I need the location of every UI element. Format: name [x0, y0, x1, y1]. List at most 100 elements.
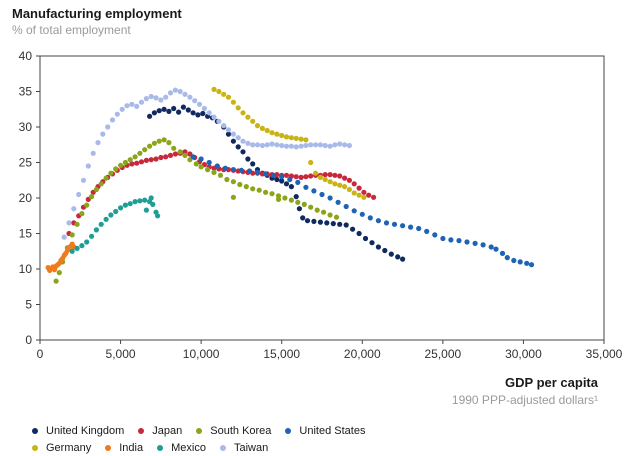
japan-point [182, 149, 188, 155]
japan-point [138, 159, 145, 165]
south-korea-point [56, 270, 62, 276]
japan-point [158, 154, 164, 161]
south-korea-point [237, 181, 243, 188]
south-korea-point [53, 278, 59, 284]
mexico-point [150, 201, 156, 207]
south-korea-point [89, 194, 95, 200]
germany-point [303, 137, 309, 143]
united-kingdom-point [240, 149, 246, 155]
taiwan-point [124, 103, 130, 109]
x-tick-label: 5,000 [106, 347, 136, 361]
united-states-point [480, 242, 486, 248]
y-tick-label: 35 [19, 85, 33, 99]
united-kingdom-point [382, 247, 388, 254]
legend-item: United States [285, 425, 365, 437]
united-kingdom-point [317, 219, 323, 225]
south-korea-point [301, 201, 307, 207]
south-korea-point [103, 175, 109, 181]
united-states-point [343, 203, 349, 210]
united-states-point [493, 246, 499, 252]
united-kingdom-point [250, 161, 256, 167]
mexico-point [93, 227, 99, 233]
south-korea-point [74, 221, 80, 227]
mexico-point [148, 195, 154, 201]
taiwan-point [269, 141, 275, 147]
taiwan-point [66, 220, 72, 226]
taiwan-point [119, 106, 125, 112]
united-kingdom-point [245, 156, 251, 162]
germany-point [361, 194, 367, 200]
united-kingdom-point [195, 112, 201, 118]
taiwan-point [216, 118, 222, 124]
south-korea-point [156, 138, 162, 144]
x-tick-label: 15,000 [263, 347, 300, 361]
united-states-point [448, 237, 454, 243]
germany-point [245, 114, 251, 120]
japan-point [143, 157, 149, 163]
united-states-point [327, 195, 333, 201]
united-states-point [511, 257, 517, 264]
south-korea-point [211, 169, 217, 175]
japan-point [303, 174, 309, 180]
legend: United Kingdom Japan South Korea United … [32, 422, 379, 456]
united-states-point [383, 220, 390, 226]
taiwan-point [230, 131, 236, 137]
mexico-point [155, 213, 161, 219]
japan-point [351, 181, 357, 187]
taiwan-point [134, 103, 140, 109]
japan-point [283, 172, 290, 178]
united-states-point [335, 199, 341, 205]
x-axis-unit: 1990 PPP-adjusted dollars¹ [451, 393, 598, 407]
mexico-point [79, 243, 85, 249]
taiwan-point [177, 88, 183, 95]
mexico-point [74, 245, 80, 251]
taiwan-point [250, 142, 256, 148]
south-korea-point [314, 207, 320, 213]
y-tick-label: 25 [19, 156, 33, 170]
south-korea-point [224, 176, 230, 183]
legend-item: India [105, 442, 143, 454]
united-kingdom-point [166, 108, 172, 114]
japan-point [167, 152, 174, 158]
united-states-point [206, 159, 212, 166]
taiwan-point [105, 124, 111, 130]
united-states-point [190, 154, 196, 160]
taiwan-point [100, 131, 106, 137]
taiwan-point [206, 110, 212, 116]
taiwan-point [85, 163, 91, 169]
legend-item: Mexico [157, 442, 206, 454]
south-korea-point [243, 184, 249, 190]
legend-item: Japan [138, 425, 182, 437]
south-korea-point [137, 150, 143, 156]
mexico-point [143, 207, 149, 213]
taiwan-point [80, 177, 87, 183]
mexico-point [137, 198, 143, 204]
taiwan-point [342, 142, 348, 148]
united-states-point [214, 163, 220, 169]
south-korea-point [269, 191, 275, 197]
germany-point [259, 125, 265, 131]
germany-point [235, 105, 241, 111]
taiwan-point [61, 234, 67, 240]
legend-label: India [119, 441, 144, 454]
taiwan-point [279, 142, 285, 149]
germany-point [346, 186, 352, 193]
x-tick-label: 0 [37, 347, 44, 361]
united-kingdom-point [395, 254, 401, 260]
south-korea-point [230, 179, 236, 185]
united-states-point [499, 250, 506, 256]
united-kingdom-point [161, 106, 167, 112]
germany-point [250, 118, 256, 124]
south-korea-point [147, 143, 153, 149]
united-kingdom-point [375, 244, 381, 250]
south-korea-point [108, 170, 114, 176]
united-kingdom-point [235, 144, 241, 150]
south-korea-point [205, 167, 211, 173]
germany-point [279, 132, 285, 139]
taiwan-point [259, 142, 265, 149]
united-kingdom-point [190, 110, 196, 116]
united-kingdom-point [180, 104, 186, 110]
mexico-point [69, 248, 75, 254]
germany-point [293, 135, 299, 141]
